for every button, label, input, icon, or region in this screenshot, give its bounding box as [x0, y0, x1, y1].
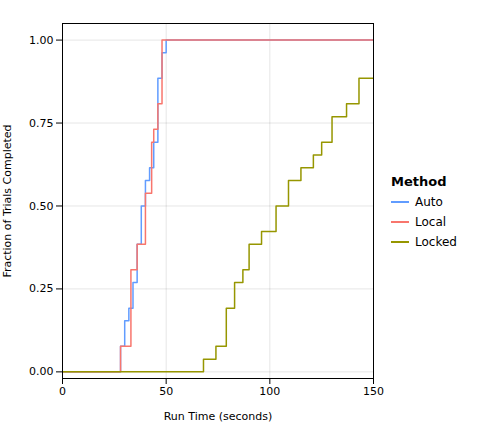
svg-text:0.25: 0.25 — [29, 282, 54, 295]
svg-text:Run Time (seconds): Run Time (seconds) — [164, 410, 273, 423]
svg-text:0.00: 0.00 — [29, 365, 54, 378]
svg-text:0: 0 — [59, 385, 66, 398]
html-text:Local: Local — [415, 215, 447, 229]
svg-text:50: 50 — [159, 385, 173, 398]
html-text:Locked: Locked — [415, 235, 457, 249]
svg-text:150: 150 — [363, 385, 384, 398]
html-text:Method: Method — [391, 174, 447, 189]
svg-text:0.75: 0.75 — [29, 117, 54, 130]
svg-text:100: 100 — [259, 385, 280, 398]
svg-text:1.00: 1.00 — [29, 34, 54, 47]
svg-text:Fraction of Trials Completed: Fraction of Trials Completed — [1, 124, 14, 277]
html-text:Auto: Auto — [415, 195, 443, 209]
svg-text:0.50: 0.50 — [29, 199, 54, 212]
